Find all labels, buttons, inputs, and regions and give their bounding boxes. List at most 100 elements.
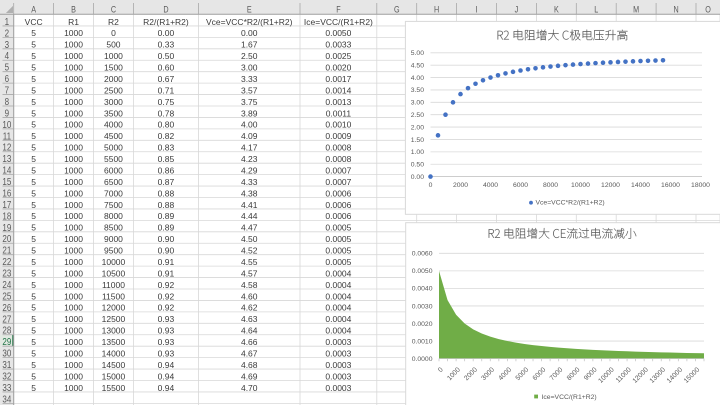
- svg-text:21: 21: [2, 245, 11, 256]
- svg-text:31: 31: [2, 359, 11, 370]
- svg-text:1000: 1000: [64, 154, 83, 164]
- svg-text:L: L: [594, 5, 598, 15]
- svg-text:5: 5: [31, 268, 36, 278]
- svg-text:0.93: 0.93: [158, 337, 175, 347]
- svg-text:6000: 6000: [104, 165, 123, 175]
- svg-text:1000: 1000: [64, 200, 83, 210]
- svg-text:K: K: [554, 5, 559, 15]
- svg-text:0.0010: 0.0010: [325, 120, 351, 130]
- svg-text:500: 500: [106, 40, 120, 50]
- svg-text:A: A: [31, 5, 36, 15]
- svg-text:5: 5: [31, 74, 36, 84]
- svg-text:0.93: 0.93: [158, 314, 175, 324]
- svg-text:14000: 14000: [102, 348, 126, 358]
- svg-text:0.87: 0.87: [158, 177, 175, 187]
- svg-text:16: 16: [2, 188, 11, 199]
- svg-text:13000: 13000: [102, 326, 126, 336]
- svg-text:0.0003: 0.0003: [325, 348, 351, 358]
- svg-text:15: 15: [2, 176, 11, 187]
- svg-text:0.71: 0.71: [158, 85, 175, 95]
- svg-text:13500: 13500: [102, 337, 126, 347]
- svg-text:0.80: 0.80: [158, 120, 175, 130]
- svg-text:0.00: 0.00: [241, 28, 258, 38]
- svg-text:0.88: 0.88: [158, 188, 175, 198]
- svg-text:0.0060: 0.0060: [412, 251, 433, 258]
- svg-text:0.0017: 0.0017: [325, 74, 351, 84]
- svg-text:0.0005: 0.0005: [325, 234, 351, 244]
- svg-text:12500: 12500: [102, 314, 126, 324]
- svg-text:R2/(R1+R2): R2/(R1+R2): [143, 17, 189, 27]
- svg-text:Ice=VCC/(R1+R2): Ice=VCC/(R1+R2): [304, 17, 373, 27]
- svg-text:H: H: [434, 5, 439, 15]
- svg-text:C: C: [111, 5, 116, 15]
- svg-text:5: 5: [31, 120, 36, 130]
- svg-text:20: 20: [2, 233, 11, 244]
- svg-text:0.0040: 0.0040: [412, 286, 433, 293]
- svg-text:0.50: 0.50: [411, 162, 424, 169]
- svg-text:28: 28: [2, 325, 11, 336]
- svg-text:8: 8: [5, 96, 9, 107]
- svg-text:0.85: 0.85: [158, 154, 175, 164]
- svg-text:0.0004: 0.0004: [325, 326, 351, 336]
- svg-text:1.50: 1.50: [411, 137, 424, 144]
- svg-text:0.91: 0.91: [158, 257, 175, 267]
- svg-text:8000: 8000: [543, 182, 558, 189]
- svg-text:1500: 1500: [104, 63, 123, 73]
- svg-text:4.58: 4.58: [241, 280, 258, 290]
- svg-text:4.47: 4.47: [241, 223, 258, 233]
- svg-text:G: G: [394, 5, 400, 15]
- svg-text:33: 33: [2, 382, 11, 393]
- svg-text:27: 27: [2, 314, 11, 325]
- svg-text:5: 5: [31, 257, 36, 267]
- svg-text:22: 22: [2, 256, 11, 267]
- svg-text:3.57: 3.57: [241, 85, 258, 95]
- svg-text:1000: 1000: [64, 97, 83, 107]
- svg-text:1000: 1000: [64, 28, 83, 38]
- svg-text:14000: 14000: [631, 182, 650, 189]
- svg-text:1000: 1000: [64, 40, 83, 50]
- svg-text:5: 5: [31, 326, 36, 336]
- svg-text:0.0004: 0.0004: [325, 291, 351, 301]
- svg-text:4.57: 4.57: [241, 268, 258, 278]
- svg-text:5: 5: [31, 51, 36, 61]
- svg-text:3.00: 3.00: [411, 100, 424, 107]
- svg-text:4.68: 4.68: [241, 360, 258, 370]
- svg-text:E: E: [247, 5, 252, 15]
- svg-text:0.00: 0.00: [158, 28, 175, 38]
- svg-text:11: 11: [3, 131, 11, 142]
- svg-text:4.38: 4.38: [241, 188, 258, 198]
- svg-text:1000: 1000: [64, 246, 83, 256]
- svg-text:0.0006: 0.0006: [325, 188, 351, 198]
- svg-text:29: 29: [2, 336, 11, 347]
- svg-text:5: 5: [31, 371, 36, 381]
- svg-text:0.0003: 0.0003: [325, 337, 351, 347]
- svg-text:1000: 1000: [64, 234, 83, 244]
- svg-text:14500: 14500: [102, 360, 126, 370]
- svg-text:1000: 1000: [64, 280, 83, 290]
- svg-text:1000: 1000: [64, 348, 83, 358]
- svg-text:12000: 12000: [601, 182, 620, 189]
- svg-text:5: 5: [31, 97, 36, 107]
- svg-text:4.50: 4.50: [411, 62, 424, 69]
- svg-text:0.75: 0.75: [158, 97, 175, 107]
- svg-text:4.09: 4.09: [241, 131, 258, 141]
- svg-text:11000: 11000: [102, 280, 125, 290]
- svg-text:1000: 1000: [64, 211, 83, 221]
- svg-text:4.44: 4.44: [241, 211, 258, 221]
- svg-text:0.0010: 0.0010: [412, 338, 433, 345]
- svg-text:5: 5: [31, 211, 36, 221]
- svg-text:0.93: 0.93: [158, 348, 175, 358]
- svg-text:17: 17: [2, 199, 11, 210]
- svg-text:8500: 8500: [104, 223, 123, 233]
- svg-text:O: O: [705, 5, 711, 15]
- svg-text:24: 24: [2, 279, 11, 290]
- svg-text:1000: 1000: [64, 165, 83, 175]
- svg-text:0.0006: 0.0006: [325, 211, 351, 221]
- svg-text:5: 5: [31, 223, 36, 233]
- svg-text:4.41: 4.41: [241, 200, 258, 210]
- svg-text:1000: 1000: [64, 371, 83, 381]
- svg-text:F: F: [336, 5, 340, 15]
- svg-text:4.50: 4.50: [241, 234, 258, 244]
- svg-text:0.0004: 0.0004: [325, 268, 351, 278]
- svg-text:14: 14: [2, 165, 11, 176]
